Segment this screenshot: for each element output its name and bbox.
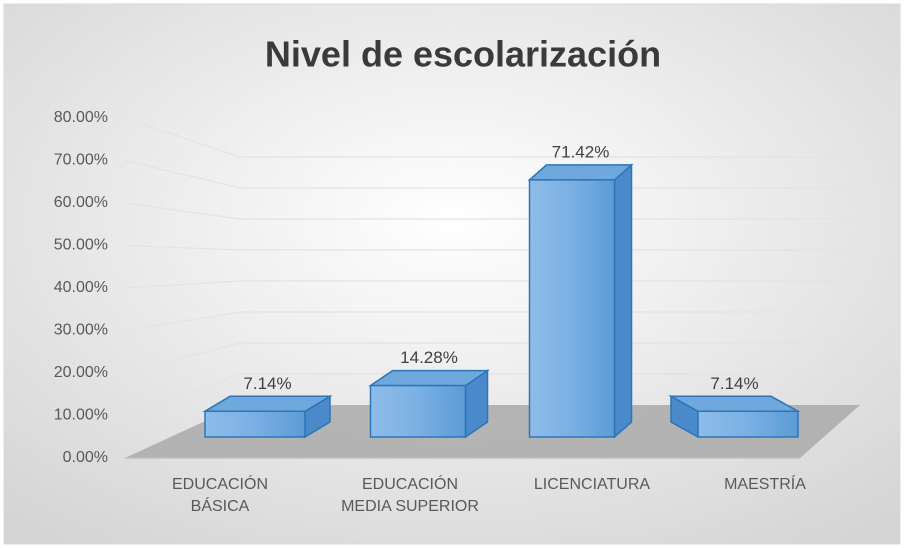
grid-line [124,117,860,158]
y-tick-label: 40.00% [54,279,108,296]
x-tick-label: LICENCIATURA [533,476,651,493]
chart-background [3,3,901,545]
bar-top [368,369,490,387]
bar [668,395,801,439]
y-tick-label: 20.00% [54,364,108,381]
y-tick-label: 0.00% [63,449,108,466]
bar [202,394,333,439]
grid-line [124,342,860,374]
grid-line [124,280,860,289]
bar-front [697,410,799,438]
bar [527,163,634,439]
y-tick-label: 60.00% [54,194,108,211]
y-tick-label: 70.00% [54,152,108,169]
bar-front [369,384,467,438]
y-tick-label: 10.00% [54,407,108,424]
grid-line [124,159,860,189]
bar-top [527,164,634,181]
x-tick-label: EDUCACIÓN MEDIA SUPERIOR [341,476,479,515]
data-label: 71.42% [552,142,610,161]
y-tick-label: 50.00% [54,237,108,254]
grid-line [124,202,860,220]
bar-front [528,179,616,438]
data-label: 14.28% [400,348,458,367]
y-tick-label: 30.00% [54,322,108,339]
x-tick-label: EDUCACIÓN BÁSICA [171,476,268,515]
grid-line [124,244,860,251]
grid-line [124,311,860,332]
data-label: 7.14% [710,374,758,393]
bar-front [204,410,306,438]
chart-title: Nivel de escolarización [265,34,661,75]
y-tick-label: 80.00% [54,109,108,126]
data-label: 7.14% [243,374,291,393]
bar-side [613,163,633,439]
x-tick-label: MAESTRÍA [724,476,806,493]
bar [368,369,490,439]
grid-line [124,373,860,417]
